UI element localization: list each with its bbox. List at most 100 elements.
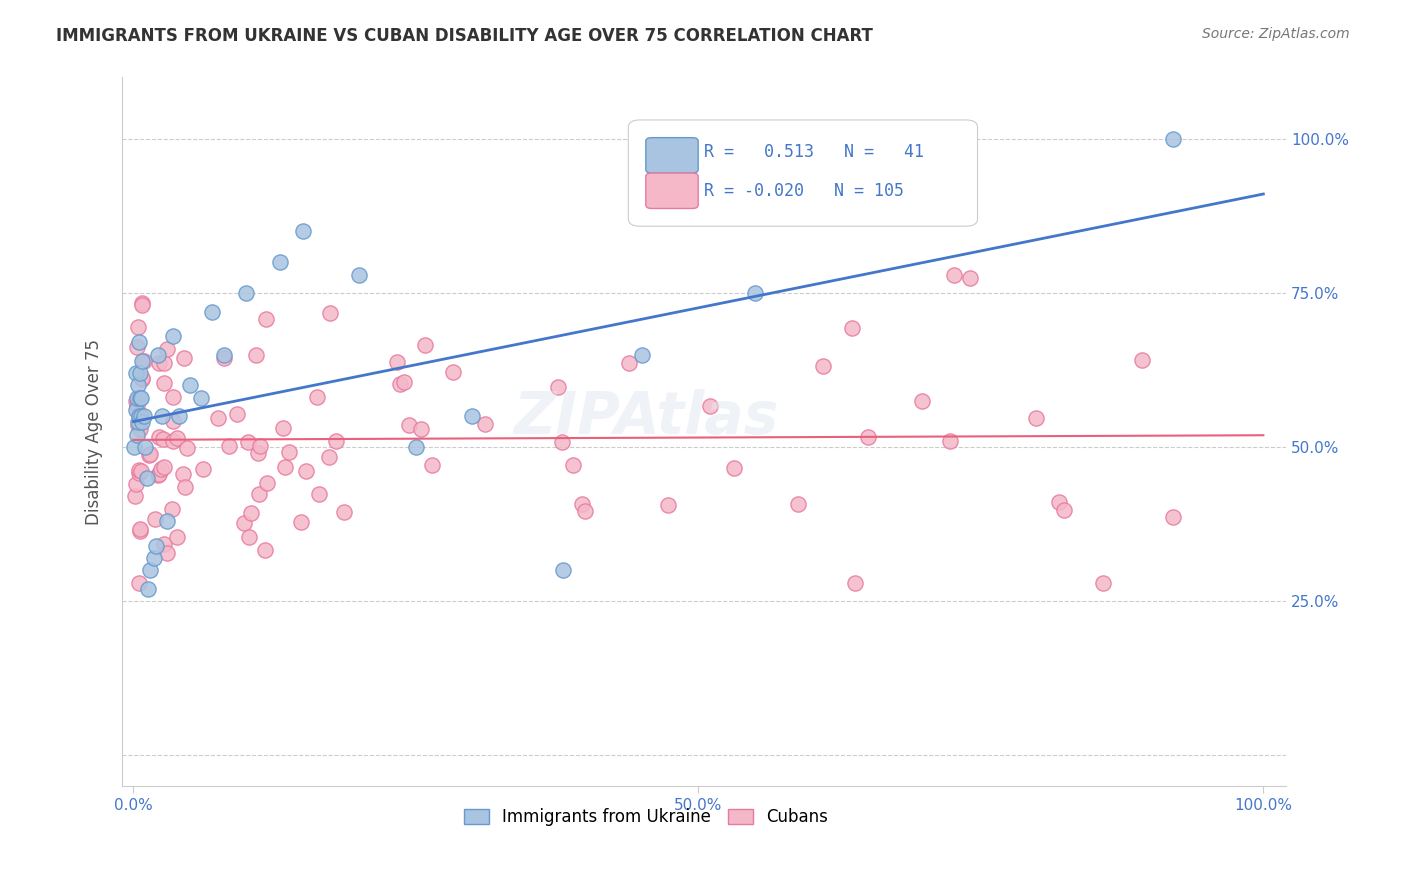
Cubans bbox=[134, 354, 156, 368]
Cubans bbox=[657, 499, 679, 513]
Cubans bbox=[699, 399, 721, 413]
Cubans bbox=[125, 394, 148, 409]
Cubans bbox=[1053, 503, 1076, 517]
Cubans bbox=[392, 376, 415, 390]
Cubans bbox=[441, 365, 464, 379]
Cubans bbox=[172, 467, 194, 481]
Cubans bbox=[162, 391, 184, 405]
Cubans bbox=[786, 497, 808, 511]
Cubans bbox=[574, 504, 596, 518]
Cubans bbox=[238, 530, 260, 544]
Cubans bbox=[1161, 510, 1184, 524]
Cubans bbox=[131, 296, 153, 310]
Cubans bbox=[139, 446, 162, 460]
Cubans bbox=[153, 460, 176, 475]
Immigrants from Ukraine bbox=[128, 409, 150, 424]
Cubans bbox=[233, 516, 256, 531]
Immigrants from Ukraine bbox=[179, 378, 201, 392]
Immigrants from Ukraine bbox=[167, 409, 190, 424]
Cubans bbox=[166, 530, 188, 544]
Cubans bbox=[551, 434, 574, 449]
Y-axis label: Disability Age Over 75: Disability Age Over 75 bbox=[86, 339, 103, 524]
Text: R = -0.020   N = 105: R = -0.020 N = 105 bbox=[704, 182, 904, 200]
Cubans bbox=[305, 391, 328, 405]
Cubans bbox=[290, 515, 312, 529]
Text: Source: ZipAtlas.com: Source: ZipAtlas.com bbox=[1202, 27, 1350, 41]
Cubans bbox=[841, 321, 863, 335]
Cubans bbox=[218, 439, 240, 453]
Immigrants from Ukraine bbox=[148, 348, 170, 362]
Cubans bbox=[247, 487, 270, 501]
Immigrants from Ukraine bbox=[744, 286, 766, 301]
Cubans bbox=[193, 461, 215, 475]
Cubans bbox=[153, 376, 176, 390]
Cubans bbox=[333, 505, 356, 519]
Immigrants from Ukraine bbox=[124, 440, 146, 454]
Cubans bbox=[409, 421, 432, 435]
Cubans bbox=[249, 439, 271, 453]
Cubans bbox=[127, 319, 149, 334]
Cubans bbox=[148, 356, 170, 370]
Immigrants from Ukraine bbox=[125, 427, 148, 442]
FancyBboxPatch shape bbox=[645, 137, 699, 173]
Cubans bbox=[254, 543, 277, 558]
Immigrants from Ukraine bbox=[131, 353, 153, 368]
Cubans bbox=[420, 458, 443, 473]
Cubans bbox=[162, 414, 184, 428]
Cubans bbox=[162, 501, 184, 516]
Immigrants from Ukraine bbox=[1161, 132, 1184, 146]
Cubans bbox=[562, 458, 585, 473]
Cubans bbox=[398, 418, 420, 433]
Cubans bbox=[162, 434, 184, 448]
Cubans bbox=[571, 497, 593, 511]
Text: ZIPAtlas: ZIPAtlas bbox=[513, 389, 779, 446]
Cubans bbox=[124, 489, 146, 503]
Cubans bbox=[274, 459, 297, 474]
Cubans bbox=[547, 380, 569, 394]
Immigrants from Ukraine bbox=[291, 224, 314, 238]
Immigrants from Ukraine bbox=[190, 391, 212, 405]
Immigrants from Ukraine bbox=[139, 563, 162, 577]
Immigrants from Ukraine bbox=[162, 329, 184, 343]
Cubans bbox=[131, 464, 153, 478]
Cubans bbox=[319, 306, 342, 320]
Immigrants from Ukraine bbox=[201, 304, 224, 318]
Immigrants from Ukraine bbox=[136, 582, 159, 596]
Immigrants from Ukraine bbox=[405, 440, 427, 454]
Immigrants from Ukraine bbox=[156, 514, 179, 528]
Cubans bbox=[153, 356, 176, 370]
Immigrants from Ukraine bbox=[125, 391, 148, 405]
Immigrants from Ukraine bbox=[134, 440, 156, 454]
Cubans bbox=[129, 422, 152, 436]
Cubans bbox=[236, 435, 259, 450]
Cubans bbox=[271, 421, 294, 435]
Cubans bbox=[156, 546, 179, 560]
Cubans bbox=[254, 312, 277, 326]
Immigrants from Ukraine bbox=[132, 409, 155, 424]
Immigrants from Ukraine bbox=[124, 366, 146, 380]
Immigrants from Ukraine bbox=[461, 409, 484, 424]
Cubans bbox=[856, 430, 879, 444]
Cubans bbox=[128, 466, 150, 480]
Cubans bbox=[150, 462, 173, 476]
Cubans bbox=[128, 463, 150, 477]
Cubans bbox=[943, 268, 966, 283]
Cubans bbox=[325, 434, 347, 448]
Cubans bbox=[125, 398, 148, 412]
FancyBboxPatch shape bbox=[628, 120, 977, 227]
Cubans bbox=[173, 351, 195, 366]
Cubans bbox=[127, 417, 149, 432]
Cubans bbox=[138, 448, 160, 462]
Cubans bbox=[1025, 410, 1047, 425]
Cubans bbox=[240, 506, 263, 520]
Cubans bbox=[911, 393, 934, 408]
Immigrants from Ukraine bbox=[142, 550, 165, 565]
Immigrants from Ukraine bbox=[150, 409, 173, 424]
Immigrants from Ukraine bbox=[631, 348, 654, 362]
Immigrants from Ukraine bbox=[551, 563, 574, 577]
Cubans bbox=[246, 446, 269, 460]
Cubans bbox=[387, 355, 409, 369]
Cubans bbox=[143, 512, 166, 526]
Immigrants from Ukraine bbox=[235, 286, 257, 301]
Cubans bbox=[212, 351, 235, 366]
